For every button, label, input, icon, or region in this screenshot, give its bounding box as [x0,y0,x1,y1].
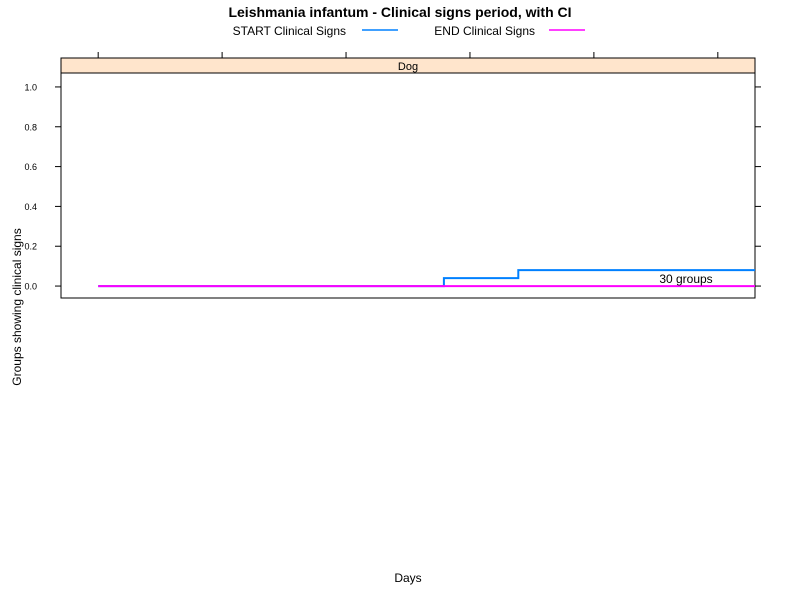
y-axis-left: 0.0 0.2 0.4 0.6 0.8 1.0 [24,82,61,292]
legend-label-start: START Clinical Signs [233,24,346,38]
chart-title: Leishmania infantum - Clinical signs per… [228,4,571,20]
y-tick-label: 1.0 [24,82,37,92]
legend-label-end: END Clinical Signs [434,24,535,38]
series-layer [98,269,755,288]
y-axis-label: Groups showing clinical signs [10,228,24,385]
x-axis-top-ticks [97,52,719,58]
series-line-start [98,269,755,288]
y-tick-label: 0.2 [24,242,37,252]
panel-strip-label: Dog [398,61,418,73]
y-tick-label: 0.6 [24,162,37,172]
y-tick-label: 0.4 [24,202,37,212]
annotation-group-count: 30 groups [659,272,712,286]
x-axis-label: Days [394,571,421,585]
y-tick-label: 0.0 [24,282,37,292]
plot-area [60,72,756,299]
y-axis-right-ticks [755,86,761,287]
legend: START Clinical Signs END Clinical Signs [233,24,585,38]
y-tick-label: 0.8 [24,122,37,132]
